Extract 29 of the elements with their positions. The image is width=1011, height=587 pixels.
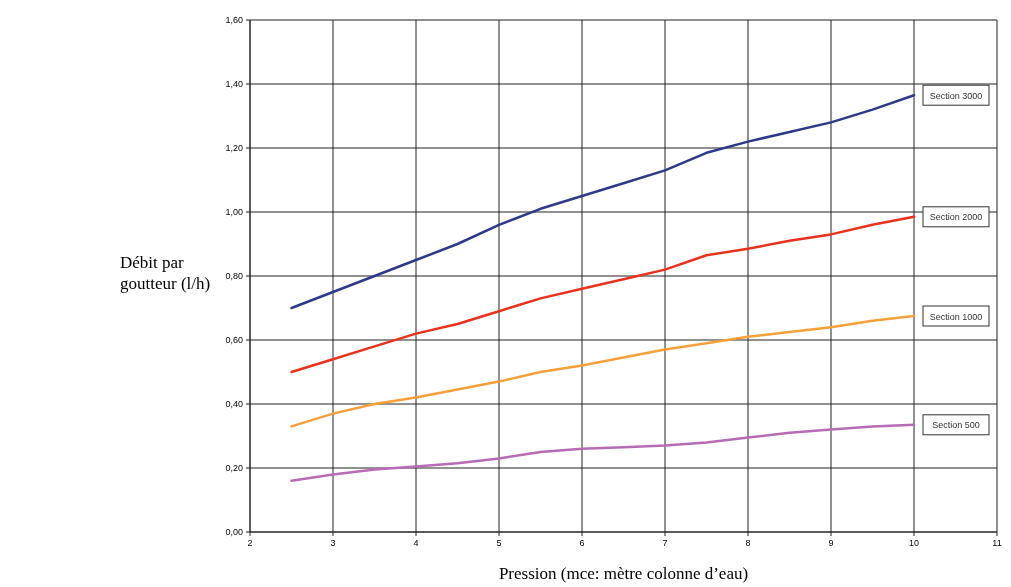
line-series [290,93,916,310]
series-label: Section 3000 [929,90,983,101]
y-tick-label: 0,00 [225,527,243,537]
y-tick-label: 1,40 [225,79,243,89]
x-axis-title: Pression (mce: mètre colonne d’eau) [498,564,749,583]
y-tick-label: 0,60 [225,335,243,345]
y-tick-label: 0,20 [225,463,243,473]
y-tick-label: 1,00 [225,207,243,217]
y-tick-label: 1,20 [225,143,243,153]
x-tick-label: 2 [247,538,253,548]
y-tick-label: 0,80 [225,271,243,281]
line-series [290,314,916,428]
line-series [290,423,916,483]
series-label: Section 1000 [929,311,983,322]
line-series [290,215,916,374]
x-tick-label: 11 [992,538,1002,548]
x-tick-label: 10 [908,538,920,548]
y-tick-label: 1,60 [225,15,243,25]
x-tick-label: 8 [745,538,751,548]
y-axis-title: Débit par goutteur (l/h) [120,253,211,293]
x-tick-label: 5 [496,538,502,548]
text: Section 500 [932,420,980,431]
x-tick-label: 4 [413,538,419,548]
x-tick-label: 3 [330,538,336,548]
series-label: Section 2000 [929,212,983,223]
x-tick-label: 7 [662,538,668,548]
y-tick-label: 0,40 [225,399,243,409]
x-tick-label: 9 [828,538,834,548]
x-tick-label: 6 [579,538,585,548]
